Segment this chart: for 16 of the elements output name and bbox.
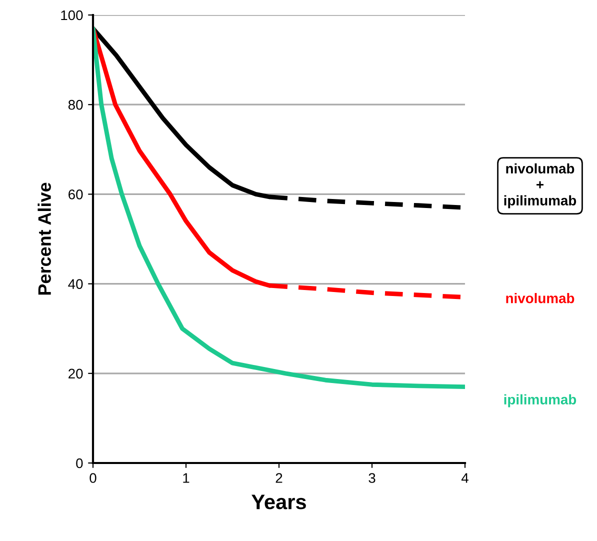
text: ipilimumab (504, 394, 576, 408)
x-tick-label: 4 (461, 473, 468, 483)
x-tick-label: 1 (183, 473, 190, 483)
x-axis-title: Years (252, 494, 306, 510)
text: nivolumab (506, 293, 574, 304)
text: nivolumab + ipilimumab (504, 163, 576, 208)
x-tick-label: 2 (276, 473, 282, 483)
x-tick-label: 3 (368, 473, 376, 483)
x-tick-label: 0 (90, 473, 96, 483)
y-tick-label: 80 (68, 100, 83, 110)
y-tick-label: 40 (68, 279, 83, 289)
y-tick-label: 20 (68, 368, 83, 379)
y-axis-title: Percent Alive (38, 182, 51, 295)
y-tick-label: 0 (76, 458, 83, 468)
y-tick-label: 100 (61, 10, 83, 20)
y-tick-label: 60 (68, 190, 83, 200)
